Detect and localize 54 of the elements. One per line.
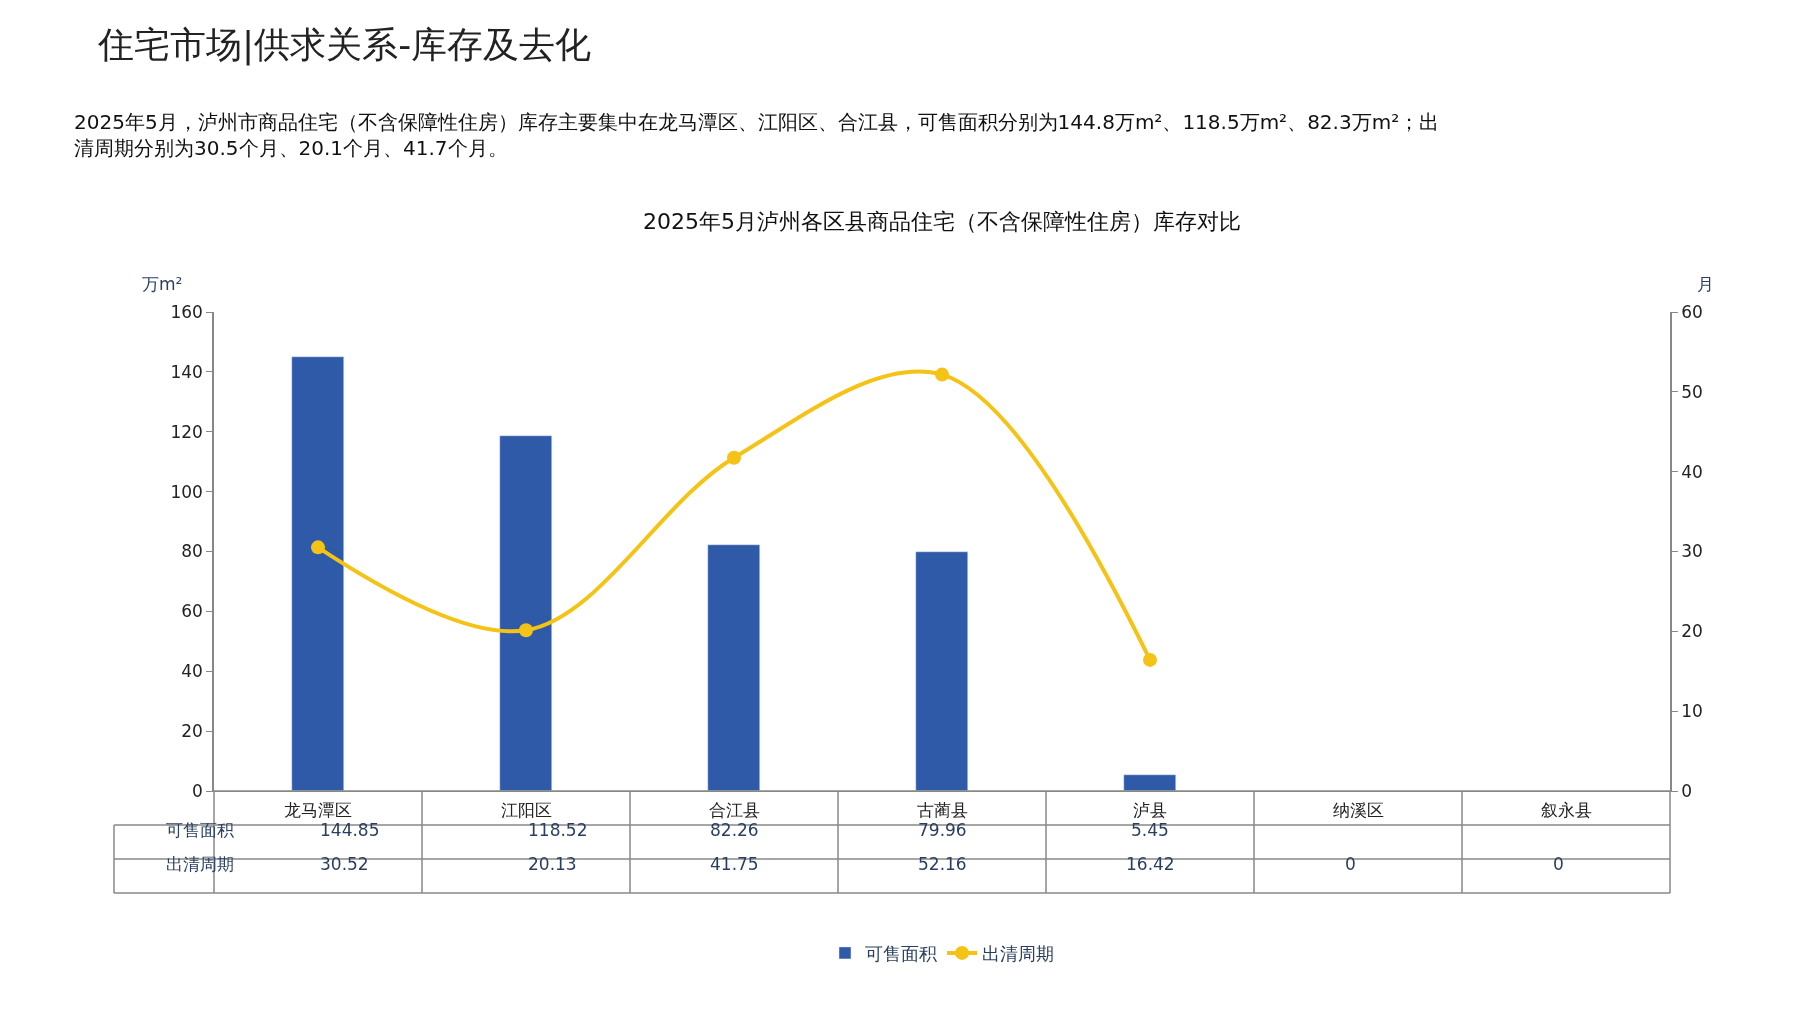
bar	[915, 551, 968, 791]
data-label: 52.16	[918, 854, 967, 874]
point	[519, 623, 533, 638]
x-tick-label: 叙永县	[1540, 800, 1592, 821]
x-tick-label: 合江县	[708, 800, 760, 821]
text: 2025年5月泸州各区县商品住宅（不含保障性住房）库存对比	[643, 209, 1241, 234]
bar	[707, 544, 760, 791]
x-tick-label: 纳溪区	[1332, 800, 1384, 821]
data-label: 79.96	[918, 820, 967, 840]
point	[935, 367, 949, 382]
legend-label: 可售面积	[865, 942, 937, 964]
text: 可售面积	[166, 820, 234, 840]
y2-tick-label: 40	[1681, 461, 1703, 482]
y-tick-label: 40	[181, 661, 203, 682]
y2-tick-label: 20	[1681, 621, 1703, 642]
text: 0	[1345, 854, 1356, 874]
bar	[499, 435, 552, 791]
y-tick-label: 20	[181, 721, 203, 742]
chart-subtitle: 2025年5月，泸州市商品住宅（不含保障性住房）库存主要集中在龙马潭区、江阳区、合江县，可售面积分别为144.8万m²、118.5万m²、82.3万m²；出清周期分别为30.5个月、20.1个月、41.7个月。	[74, 110, 1440, 160]
x-tick-label: 江阳区	[500, 800, 552, 821]
text: 0	[1553, 854, 1564, 874]
y-tick-label: 80	[181, 541, 203, 562]
y2-tick-label: 60	[1681, 301, 1703, 322]
data-label: 5.45	[1131, 820, 1169, 840]
y-axis-title: 万m²	[142, 274, 183, 294]
y2-axis-title: 月	[1697, 274, 1714, 294]
y2-tick-label: 10	[1681, 701, 1703, 722]
y-tick-label: 0	[192, 780, 203, 801]
y-tick-label: 160	[170, 301, 203, 322]
data-label: 20.13	[528, 854, 577, 874]
y2-tick-label: 30	[1681, 541, 1703, 562]
data-label: 41.75	[710, 854, 759, 874]
point	[727, 450, 741, 465]
text: 出清周期	[166, 854, 234, 874]
data-label: 118.52	[528, 820, 588, 840]
y-tick-label: 100	[170, 481, 203, 502]
bar	[291, 356, 344, 791]
x-tick-label: 古蔺县	[916, 800, 968, 821]
point	[311, 540, 325, 555]
y2-tick-label: 50	[1681, 381, 1703, 402]
legend-label: 出清周期	[982, 942, 1054, 964]
data-label: 30.52	[320, 854, 369, 874]
bar	[1123, 774, 1176, 791]
x-tick-label: 泸县	[1133, 800, 1167, 821]
y-tick-label: 120	[170, 421, 203, 442]
y-tick-label: 60	[181, 601, 203, 622]
y-tick-label: 140	[170, 361, 203, 382]
chart-title: 住宅市场|供求关系-库存及去化	[97, 24, 592, 66]
point	[1143, 652, 1157, 667]
y2-tick-label: 0	[1681, 780, 1692, 801]
data-label: 82.26	[710, 820, 759, 840]
data-label: 144.85	[320, 820, 380, 840]
x-tick-label: 龙马潭区	[284, 800, 352, 821]
data-label: 16.42	[1126, 854, 1175, 874]
